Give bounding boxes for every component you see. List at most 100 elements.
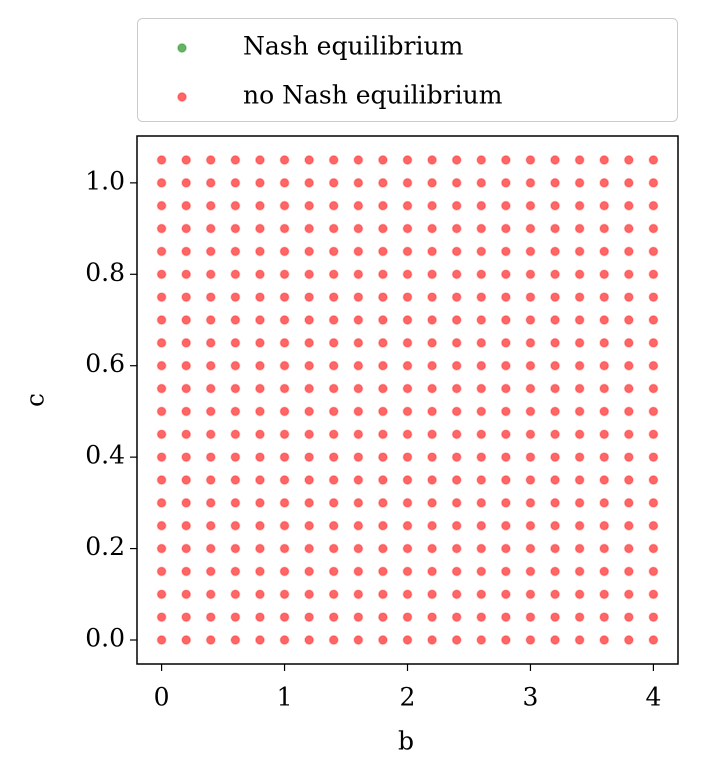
scatter-point bbox=[181, 543, 192, 554]
scatter-point bbox=[427, 292, 438, 303]
scatter-point bbox=[353, 269, 364, 280]
scatter-point bbox=[599, 246, 610, 257]
scatter-point bbox=[328, 155, 339, 165]
scatter-point bbox=[500, 269, 511, 280]
scatter-point bbox=[550, 497, 560, 508]
scatter-point bbox=[427, 383, 438, 394]
scatter-point bbox=[525, 269, 536, 280]
scatter-point bbox=[451, 155, 462, 165]
scatter-point bbox=[156, 246, 167, 257]
scatter-point bbox=[353, 315, 364, 325]
scatter-point bbox=[377, 452, 388, 463]
scatter-point bbox=[550, 155, 560, 165]
scatter-point bbox=[525, 360, 536, 371]
scatter-point bbox=[599, 589, 610, 600]
scatter-point bbox=[550, 360, 560, 371]
scatter-point bbox=[402, 429, 413, 440]
scatter-point bbox=[402, 360, 413, 371]
scatter-point bbox=[402, 635, 413, 645]
scatter-point bbox=[648, 475, 659, 485]
scatter-point bbox=[205, 612, 216, 623]
scatter-point bbox=[255, 383, 265, 394]
scatter-point bbox=[205, 177, 216, 188]
scatter-point bbox=[550, 475, 560, 485]
scatter-point bbox=[427, 429, 438, 440]
scatter-point bbox=[156, 566, 167, 577]
scatter-point bbox=[328, 520, 339, 531]
scatter-point bbox=[230, 200, 241, 211]
scatter-point bbox=[328, 223, 339, 234]
scatter-point bbox=[427, 177, 438, 188]
scatter-point bbox=[574, 566, 585, 577]
scatter-point bbox=[402, 223, 413, 234]
scatter-point bbox=[255, 246, 265, 257]
scatter-point bbox=[574, 383, 585, 394]
scatter-point bbox=[230, 383, 241, 394]
scatter-point bbox=[427, 612, 438, 623]
scatter-point bbox=[476, 315, 487, 325]
scatter-point bbox=[304, 177, 315, 188]
scatter-point bbox=[230, 635, 241, 645]
scatter-point bbox=[377, 360, 388, 371]
scatter-point bbox=[255, 155, 265, 165]
scatter-point bbox=[328, 452, 339, 463]
scatter-point bbox=[476, 452, 487, 463]
y-tick-label: 0.0 bbox=[85, 624, 125, 653]
scatter-point bbox=[377, 337, 388, 348]
scatter-point bbox=[427, 223, 438, 234]
scatter-point bbox=[377, 200, 388, 211]
scatter-point bbox=[623, 452, 634, 463]
scatter-point bbox=[574, 269, 585, 280]
scatter-point bbox=[328, 406, 339, 417]
scatter-point bbox=[402, 383, 413, 394]
scatter-point bbox=[451, 269, 462, 280]
legend-marker bbox=[177, 43, 187, 53]
scatter-point bbox=[353, 155, 364, 165]
scatter-point bbox=[476, 360, 487, 371]
scatter-point bbox=[648, 200, 659, 211]
scatter-point bbox=[304, 200, 315, 211]
y-axis-label: c bbox=[21, 393, 50, 407]
scatter-point bbox=[279, 635, 290, 645]
scatter-point bbox=[230, 223, 241, 234]
scatter-point bbox=[648, 566, 659, 577]
scatter-point bbox=[500, 292, 511, 303]
scatter-point bbox=[230, 177, 241, 188]
scatter-point bbox=[156, 337, 167, 348]
scatter-point bbox=[181, 383, 192, 394]
scatter-point bbox=[328, 337, 339, 348]
scatter-point bbox=[648, 292, 659, 303]
scatter-point bbox=[525, 452, 536, 463]
scatter-point bbox=[353, 635, 364, 645]
scatter-point bbox=[377, 429, 388, 440]
scatter-point bbox=[648, 155, 659, 165]
scatter-point bbox=[230, 269, 241, 280]
scatter-point bbox=[255, 429, 265, 440]
scatter-point bbox=[156, 497, 167, 508]
scatter-point bbox=[156, 269, 167, 280]
scatter-point bbox=[599, 612, 610, 623]
scatter-point bbox=[279, 200, 290, 211]
scatter-point bbox=[500, 223, 511, 234]
scatter-point bbox=[156, 543, 167, 554]
scatter-point bbox=[427, 246, 438, 257]
scatter-point bbox=[279, 383, 290, 394]
scatter-point bbox=[230, 566, 241, 577]
scatter-point bbox=[574, 589, 585, 600]
scatter-point bbox=[451, 383, 462, 394]
scatter-point bbox=[648, 635, 659, 645]
scatter-point bbox=[402, 246, 413, 257]
scatter-point bbox=[181, 200, 192, 211]
scatter-point bbox=[377, 612, 388, 623]
scatter-point bbox=[427, 269, 438, 280]
scatter-point bbox=[279, 223, 290, 234]
scatter-point bbox=[156, 452, 167, 463]
scatter-point bbox=[599, 635, 610, 645]
scatter-point bbox=[205, 246, 216, 257]
scatter-point bbox=[476, 269, 487, 280]
scatter-point bbox=[599, 292, 610, 303]
scatter-point bbox=[574, 337, 585, 348]
scatter-point bbox=[402, 566, 413, 577]
scatter-point bbox=[476, 635, 487, 645]
scatter-point bbox=[304, 337, 315, 348]
